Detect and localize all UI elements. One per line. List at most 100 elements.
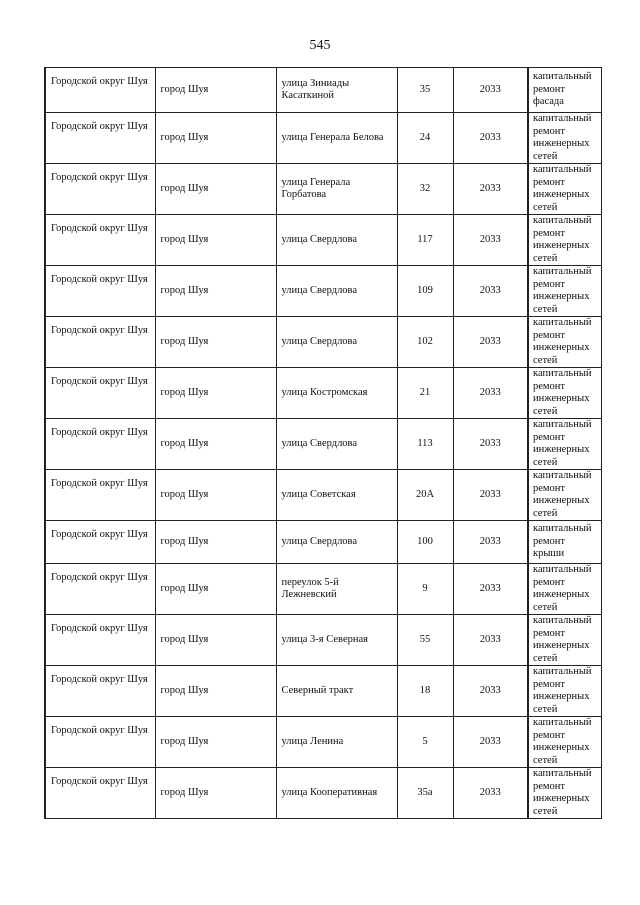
cell-year: 2033 (452, 563, 529, 615)
cell-year: 2033 (452, 265, 529, 317)
cell-work: капитальный ремонт инженерных сетей (527, 716, 602, 768)
cell-house: 35а (396, 767, 454, 819)
cell-locality: город Шуя (154, 716, 277, 768)
cell-district: Городской округ Шуя (44, 112, 156, 164)
cell-street: улица Свердлова (275, 316, 398, 368)
cell-year: 2033 (452, 67, 529, 113)
table-row: Городской округ Шуя город Шуя улица Костро… (44, 367, 602, 419)
cell-locality: город Шуя (154, 265, 277, 317)
cell-house: 55 (396, 614, 454, 666)
cell-work: капитальный ремонт инженерных сетей (527, 265, 602, 317)
cell-district: Городской округ Шуя (44, 214, 156, 266)
cell-locality: город Шуя (154, 614, 277, 666)
cell-street: улица Кооперативная (275, 767, 398, 819)
table-row: Городской округ Шуя город Шуя переулок 5-й… (44, 563, 602, 615)
table-row: Городской округ Шуя город Шуя улица Свердл… (44, 520, 602, 564)
cell-house: 117 (396, 214, 454, 266)
cell-work: капитальный ремонт инженерных сетей (527, 665, 602, 717)
cell-district: Городской округ Шуя (44, 265, 156, 317)
cell-work: капитальный ремонт инженерных сетей (527, 418, 602, 470)
page-number: 545 (309, 38, 331, 53)
cell-house: 9 (396, 563, 454, 615)
cell-street: улица Свердлова (275, 265, 398, 317)
cell-work: капитальный ремонт инженерных сетей (527, 767, 602, 819)
cell-locality: город Шуя (154, 418, 277, 470)
cell-district: Городской округ Шуя (44, 614, 156, 666)
cell-locality: город Шуя (154, 112, 277, 164)
table-row: Городской округ Шуя город Шуя улица Советс… (44, 469, 602, 521)
cell-house: 20А (396, 469, 454, 521)
cell-street: улица Генерала Белова (275, 112, 398, 164)
cell-locality: город Шуя (154, 520, 277, 564)
cell-year: 2033 (452, 112, 529, 164)
cell-year: 2033 (452, 418, 529, 470)
cell-work: капитальный ремонт инженерных сетей (527, 614, 602, 666)
cell-locality: город Шуя (154, 163, 277, 215)
cell-work: капитальный ремонт инженерных сетей (527, 367, 602, 419)
cell-district: Городской округ Шуя (44, 716, 156, 768)
cell-locality: город Шуя (154, 563, 277, 615)
cell-house: 5 (396, 716, 454, 768)
cell-locality: город Шуя (154, 214, 277, 266)
table-row: Городской округ Шуя город Шуя улица Коопер… (44, 767, 602, 819)
cell-house: 18 (396, 665, 454, 717)
table-row: Городской округ Шуя город Шуя Северный тра… (44, 665, 602, 717)
cell-district: Городской округ Шуя (44, 767, 156, 819)
cell-work: капитальный ремонт инженерных сетей (527, 469, 602, 521)
cell-street: улица 3-я Северная (275, 614, 398, 666)
cell-year: 2033 (452, 163, 529, 215)
cell-work: капитальный ремонт инженерных сетей (527, 214, 602, 266)
cell-house: 35 (396, 67, 454, 113)
cell-district: Городской округ Шуя (44, 563, 156, 615)
cell-year: 2033 (452, 469, 529, 521)
cell-district: Городской округ Шуя (44, 163, 156, 215)
cell-house: 32 (396, 163, 454, 215)
cell-district: Городской округ Шуя (44, 316, 156, 368)
cell-year: 2033 (452, 716, 529, 768)
cell-street: улица Свердлова (275, 418, 398, 470)
cell-street: улица Свердлова (275, 214, 398, 266)
cell-district: Городской округ Шуя (44, 418, 156, 470)
cell-street: улица Ленина (275, 716, 398, 768)
table-row: Городской округ Шуя город Шуя улица Зиниад… (44, 67, 602, 113)
cell-locality: город Шуя (154, 469, 277, 521)
cell-district: Городской округ Шуя (44, 469, 156, 521)
cell-street: улица Генерала Горбатова (275, 163, 398, 215)
cell-year: 2033 (452, 367, 529, 419)
cell-year: 2033 (452, 614, 529, 666)
cell-year: 2033 (452, 767, 529, 819)
cell-locality: город Шуя (154, 316, 277, 368)
cell-street: улица Советская (275, 469, 398, 521)
cell-street: улица Свердлова (275, 520, 398, 564)
cell-street: улица Зиниады Касаткиной (275, 67, 398, 113)
cell-work: капитальный ремонт инженерных сетей (527, 112, 602, 164)
cell-work: капитальный ремонт фасада (527, 67, 602, 113)
cell-street: Северный тракт (275, 665, 398, 717)
table-row: Городской округ Шуя город Шуя улица Свердл… (44, 316, 602, 368)
cell-house: 109 (396, 265, 454, 317)
cell-year: 2033 (452, 316, 529, 368)
cell-district: Городской округ Шуя (44, 367, 156, 419)
table-row: Городской округ Шуя город Шуя улица Генера… (44, 163, 602, 215)
cell-district: Городской округ Шуя (44, 665, 156, 717)
cell-locality: город Шуя (154, 367, 277, 419)
table-row: Городской округ Шуя город Шуя улица Свердл… (44, 418, 602, 470)
cell-house: 102 (396, 316, 454, 368)
cell-locality: город Шуя (154, 67, 277, 113)
cell-street: переулок 5-й Лежневский (275, 563, 398, 615)
cell-work: капитальный ремонт крыши (527, 520, 602, 564)
cell-year: 2033 (452, 214, 529, 266)
cell-district: Городской округ Шуя (44, 520, 156, 564)
table-row: Городской округ Шуя город Шуя улица Ленина… (44, 716, 602, 768)
cell-house: 21 (396, 367, 454, 419)
cell-work: капитальный ремонт инженерных сетей (527, 316, 602, 368)
table-row: Городской округ Шуя город Шуя улица Свердл… (44, 214, 602, 266)
table-row: Городской округ Шуя город Шуя улица 3-я Се… (44, 614, 602, 666)
cell-locality: город Шуя (154, 767, 277, 819)
cell-year: 2033 (452, 520, 529, 564)
cell-locality: город Шуя (154, 665, 277, 717)
cell-district: Городской округ Шуя (44, 67, 156, 113)
cell-work: капитальный ремонт инженерных сетей (527, 563, 602, 615)
cell-house: 100 (396, 520, 454, 564)
cell-work: капитальный ремонт инженерных сетей (527, 163, 602, 215)
